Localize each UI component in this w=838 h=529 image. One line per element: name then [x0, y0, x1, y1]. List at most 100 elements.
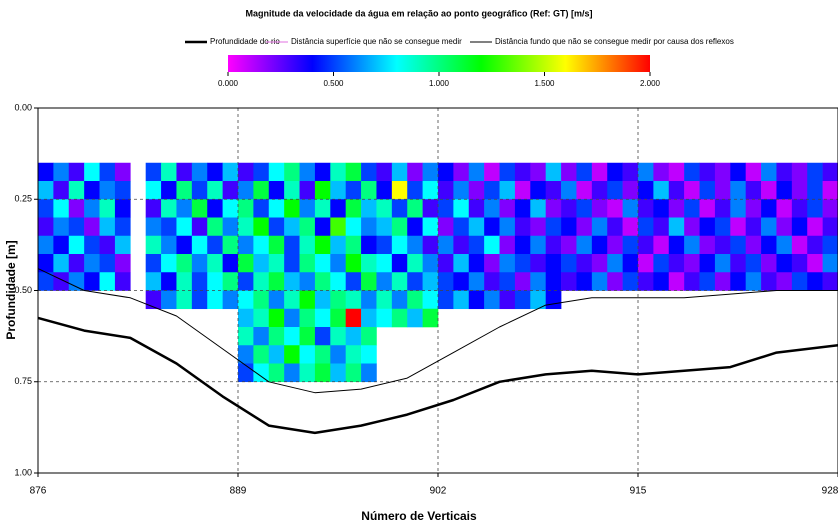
heatmap-cell: [407, 181, 423, 200]
heatmap-cell: [345, 199, 362, 218]
heatmap-cell: [638, 162, 654, 182]
heatmap-cell: [622, 254, 639, 273]
heatmap-cell: [38, 199, 54, 218]
x-tick-label: 889: [230, 486, 247, 497]
heatmap-cell: [176, 254, 193, 273]
heatmap-cell: [453, 199, 470, 218]
heatmap-cell: [438, 199, 454, 218]
heatmap-cell: [391, 181, 408, 200]
heatmap-cell: [807, 162, 823, 182]
heatmap-cell: [561, 272, 577, 291]
heatmap-cell: [745, 181, 762, 200]
heatmap-cell: [745, 199, 762, 218]
chart-title: Magnitude da velocidade da água em relaç…: [245, 8, 592, 18]
heatmap-cell: [561, 162, 577, 182]
heatmap-cell: [484, 272, 500, 291]
heatmap-cell: [299, 345, 316, 364]
heatmap-cell: [668, 235, 685, 255]
heatmap-cell: [591, 217, 608, 237]
heatmap-cell: [330, 235, 346, 255]
heatmap-cell: [222, 272, 239, 291]
heatmap-cell: [668, 199, 685, 218]
heatmap-cell: [530, 254, 546, 273]
heatmap-cell: [468, 181, 485, 200]
heatmap-cell: [530, 217, 546, 237]
heatmap-cell: [407, 235, 423, 255]
heatmap-cell: [468, 162, 485, 182]
heatmap-cell: [684, 162, 700, 182]
heatmap-cell: [453, 272, 470, 291]
heatmap-cell: [330, 217, 346, 237]
heatmap-cell: [545, 217, 562, 237]
heatmap-cell: [84, 217, 100, 237]
heatmap-cell: [514, 254, 531, 273]
heatmap-cell: [653, 199, 670, 218]
heatmap-cell: [222, 254, 239, 273]
heatmap-cell: [545, 272, 562, 291]
heatmap-cell: [161, 254, 177, 273]
heatmap-cell: [361, 327, 377, 346]
heatmap-cell: [468, 199, 485, 218]
heatmap-cell: [345, 308, 362, 328]
heatmap-cell: [776, 235, 793, 255]
heatmap-cell: [730, 199, 746, 218]
heatmap-cell: [268, 290, 285, 310]
heatmap-cell: [514, 217, 531, 237]
colorbar: [228, 55, 650, 72]
heatmap-cell: [330, 199, 346, 218]
heatmap-cell: [253, 308, 270, 328]
x-tick-label: 915: [630, 486, 647, 497]
heatmap-cell: [591, 235, 608, 255]
heatmap-cell: [776, 181, 793, 200]
heatmap-cell: [376, 162, 393, 182]
heatmap-cell: [145, 290, 162, 310]
heatmap-cell: [407, 290, 423, 310]
heatmap-cell: [68, 272, 85, 291]
heatmap-cell: [407, 199, 423, 218]
heatmap-cell: [761, 217, 777, 237]
heatmap-cell: [161, 272, 177, 291]
heatmap-cell: [222, 181, 239, 200]
heatmap-cell: [53, 254, 70, 273]
heatmap-cell: [391, 199, 408, 218]
heatmap-cell: [238, 235, 254, 255]
heatmap-cell: [422, 235, 439, 255]
heatmap-cell: [253, 363, 270, 383]
heatmap-cell: [361, 181, 377, 200]
heatmap-cell: [84, 199, 100, 218]
heatmap-cell: [314, 345, 331, 364]
heatmap-cell: [284, 308, 300, 328]
heatmap-cell: [745, 217, 762, 237]
heatmap-cell: [191, 272, 208, 291]
heatmap-cell: [576, 162, 593, 182]
heatmap-cell: [284, 181, 300, 200]
heatmap-cell: [822, 272, 838, 291]
heatmap-cell: [253, 181, 270, 200]
heatmap-cell: [438, 254, 454, 273]
heatmap-cell: [284, 199, 300, 218]
heatmap-cell: [438, 290, 454, 310]
heatmap-cell: [222, 290, 239, 310]
heatmap-cell: [361, 272, 377, 291]
heatmap-cell: [514, 235, 531, 255]
heatmap-cell: [84, 254, 100, 273]
heatmap-cell: [653, 217, 670, 237]
heatmap-cell: [576, 181, 593, 200]
heatmap-cell: [591, 181, 608, 200]
heatmap-cell: [822, 235, 838, 255]
heatmap-cell: [776, 217, 793, 237]
heatmap-cell: [484, 181, 500, 200]
heatmap-cell: [99, 162, 116, 182]
colorbar-tick-label: 2.000: [640, 79, 661, 88]
heatmap-cell: [699, 272, 716, 291]
heatmap-cell: [668, 162, 685, 182]
heatmap-cell: [468, 235, 485, 255]
heatmap-cell: [668, 217, 685, 237]
heatmap-cell: [53, 235, 70, 255]
heatmap-cell: [730, 162, 746, 182]
heatmap-cell: [622, 217, 639, 237]
heatmap-cell: [361, 308, 377, 328]
heatmap-cell: [530, 290, 546, 310]
heatmap-cell: [561, 217, 577, 237]
heatmap-cell: [253, 290, 270, 310]
